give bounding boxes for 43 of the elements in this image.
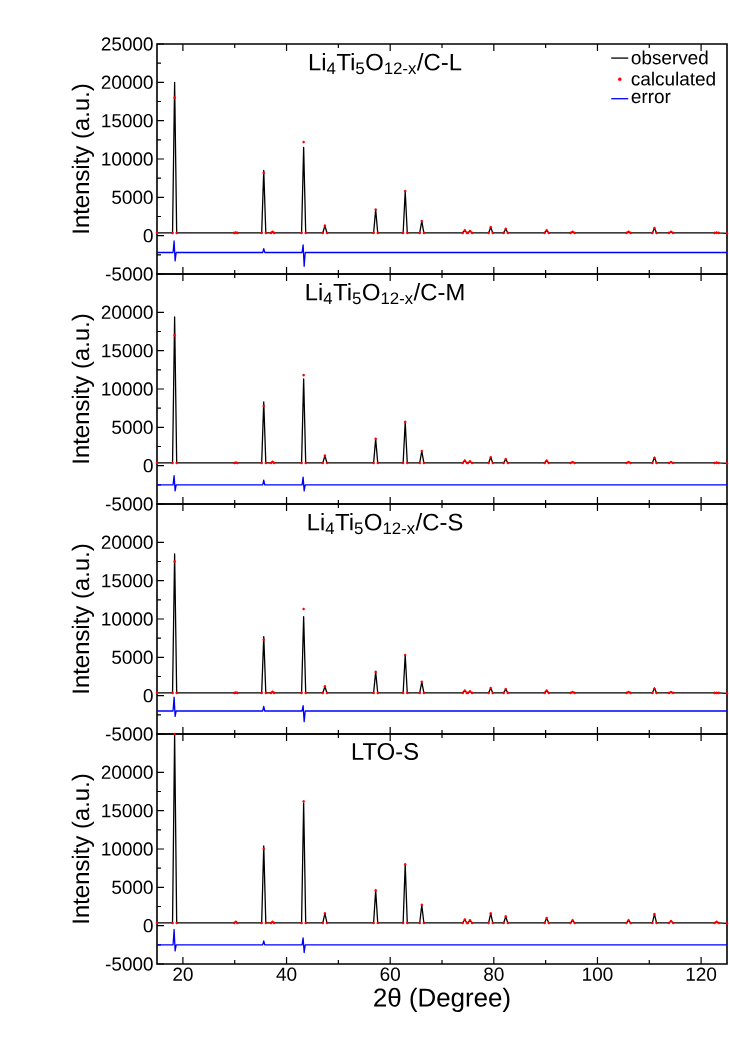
x-tick-label: 60 [380, 967, 400, 981]
y-tick-label: -5000 [105, 957, 153, 971]
chart-title: LTO-S [352, 743, 419, 760]
y-tick-label: 15000 [102, 343, 153, 358]
chart-title: Li$_{4}$Ti$_{5}$O$_{12-x}$/C-L [309, 53, 462, 75]
y-tick-label: 15000 [102, 573, 153, 588]
x-tick-label: 40 [276, 967, 297, 981]
y-tick-label: -5000 [105, 727, 153, 741]
y-tick-label: 20000 [101, 75, 153, 90]
y-axis-title: Intensity (a.u.) [71, 774, 95, 923]
y-tick-label: 5000 [112, 420, 153, 435]
legend-label: observed [631, 50, 708, 65]
y-tick-label: 0 [143, 688, 153, 703]
y-tick-label: 20000 [101, 765, 153, 780]
legend-label: calculated [631, 71, 715, 86]
y-tick-label: 10000 [102, 382, 153, 396]
y-tick-label: -5000 [105, 497, 153, 511]
chart-title: Li$_{4}$Ti$_{5}$O$_{12-x}$/C-M [306, 283, 464, 305]
y-tick-label: 5000 [112, 880, 153, 895]
x-tick-label: 120 [686, 967, 717, 981]
y-tick-label: 0 [143, 458, 153, 473]
y-tick-label: 20000 [101, 305, 153, 320]
x-tick-label: 100 [583, 967, 613, 981]
y-tick-label: 15000 [102, 803, 153, 818]
x-tick-label: 20 [173, 967, 193, 981]
y-tick-label: -5000 [105, 267, 153, 281]
y-tick-label: 10000 [102, 152, 153, 166]
y-tick-label: 10000 [102, 842, 153, 856]
y-tick-label: 5000 [112, 190, 153, 205]
chart-title: Li$_{4}$Ti$_{5}$O$_{12-x}$/C-S [308, 513, 463, 535]
y-tick-label: 25000 [101, 37, 153, 51]
y-tick-label: 0 [143, 918, 153, 933]
y-axis-title: Intensity (a.u.) [71, 544, 95, 693]
x-tick-label: 80 [484, 967, 504, 981]
y-tick-label: 5000 [112, 650, 153, 665]
y-axis-title: Intensity (a.u.) [71, 314, 95, 463]
y-tick-label: 15000 [102, 113, 153, 128]
y-tick-label: 10000 [102, 612, 153, 626]
y-tick-label: 0 [143, 228, 153, 243]
y-axis-title: Intensity (a.u.) [71, 84, 95, 233]
x-axis-title: 2θ (Degree) [374, 987, 510, 1012]
legend-label: error [631, 92, 671, 104]
y-tick-label: 20000 [101, 535, 153, 550]
